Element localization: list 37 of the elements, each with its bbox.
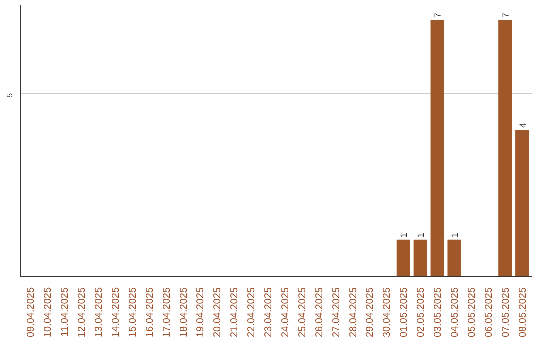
- x-tick-label: 05.05.2025: [466, 287, 478, 338]
- x-tick-label: 24.04.2025: [280, 287, 292, 338]
- x-tick-label: 20.04.2025: [212, 287, 224, 338]
- x-tick-label: 07.05.2025: [500, 287, 512, 338]
- x-tick-label: 12.04.2025: [77, 287, 88, 338]
- x-tick-label: 22.04.2025: [246, 287, 258, 338]
- x-tick-label: 06.05.2025: [484, 287, 495, 338]
- data-label: 1: [399, 232, 410, 238]
- x-tick-label: 11.04.2025: [60, 287, 72, 337]
- x-tick-label: 28.04.2025: [348, 287, 360, 338]
- x-tick-label: 26.04.2025: [314, 287, 326, 338]
- x-tick-label: 04.05.2025: [450, 287, 462, 338]
- x-tick-label: 23.04.2025: [264, 287, 275, 338]
- x-tick-label: 27.04.2025: [331, 287, 342, 338]
- x-tick-label: 09.04.2025: [26, 287, 38, 338]
- data-label: 4: [518, 123, 528, 128]
- data-label: 1: [450, 232, 460, 238]
- x-tick-label: 02.05.2025: [416, 287, 428, 338]
- x-tick-label: 18.04.2025: [178, 287, 190, 338]
- data-label: 7: [500, 13, 511, 18]
- data-label: 7: [433, 13, 444, 18]
- x-tick-label: 19.04.2025: [196, 287, 207, 338]
- x-tick-label: 01.05.2025: [399, 287, 410, 338]
- x-tick-label: 30.04.2025: [382, 287, 394, 338]
- x-tick-label: 10.04.2025: [43, 287, 54, 338]
- x-tick-label: 17.04.2025: [162, 287, 173, 338]
- x-tick-label: 14.04.2025: [110, 287, 122, 338]
- x-tick-label: 08.05.2025: [518, 287, 529, 338]
- data-label: 1: [416, 232, 426, 238]
- x-tick-label: 13.04.2025: [94, 287, 105, 338]
- x-tick-label: 03.05.2025: [433, 287, 444, 338]
- y-tick-label: 5: [6, 92, 14, 98]
- x-tick-label: 16.04.2025: [144, 287, 156, 338]
- x-tick-label: 21.04.2025: [230, 287, 241, 338]
- x-tick-label: 25.04.2025: [297, 287, 308, 338]
- x-tick-label: 15.04.2025: [128, 287, 139, 338]
- x-tick-label: 29.04.2025: [365, 287, 376, 338]
